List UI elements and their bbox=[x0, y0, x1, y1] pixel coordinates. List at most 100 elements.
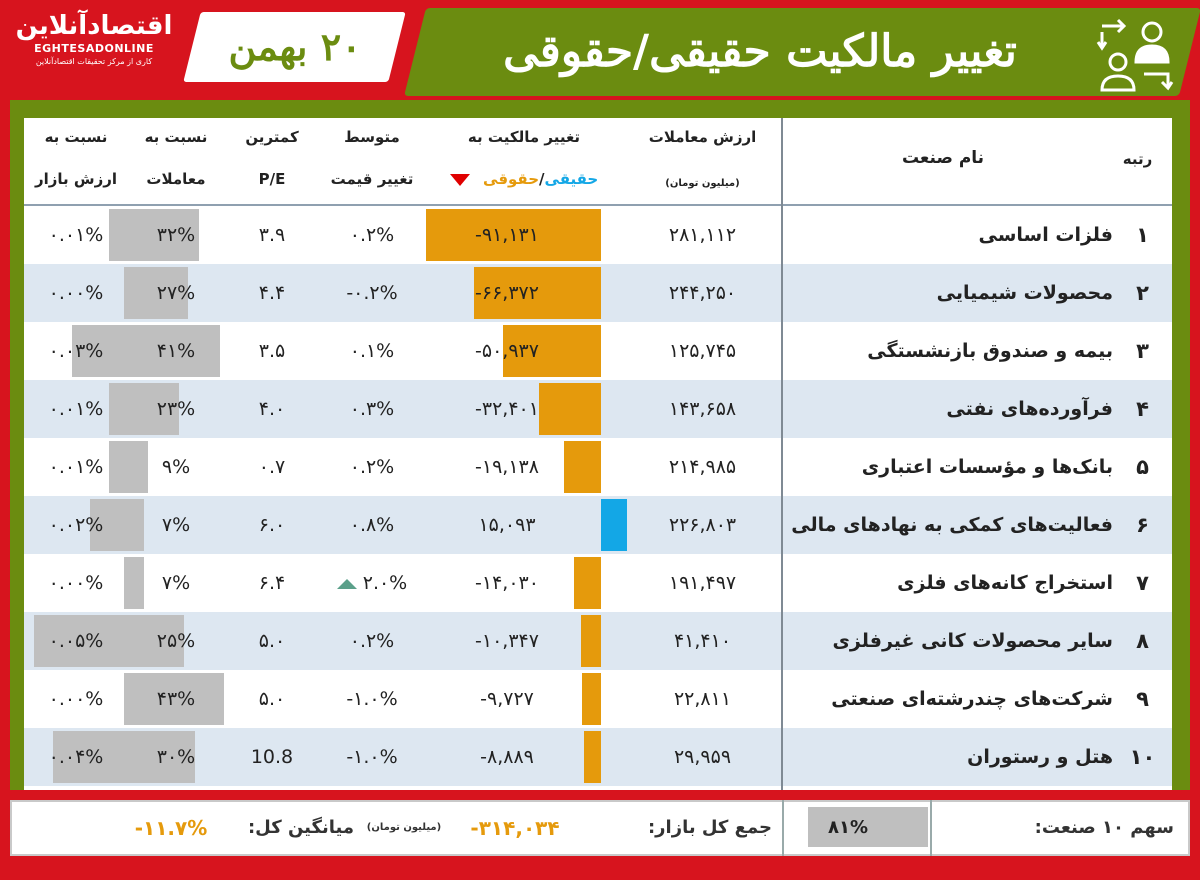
industry-name-cell-text: فعالیت‌های کمکی به نهادهای مالی bbox=[791, 514, 1113, 536]
trade-value-cell: ۲۸۱,۱۱۲ bbox=[624, 206, 781, 264]
trade-ratio-cell-text: ۴۳% bbox=[156, 688, 196, 710]
industry-name-cell-text: بانک‌ها و مؤسسات اعتباری bbox=[861, 456, 1113, 478]
pe-cell: ۶.۴ bbox=[224, 554, 320, 612]
table-row: ۰.۰۳% ۴۱% ۳.۵ ۰.۱% -۵۰,۹۳۷ ۱۲۵,۷۴۵ بیمه و صندو… bbox=[24, 322, 1172, 380]
avg-change-cell-text: -۱.۰% bbox=[346, 688, 398, 710]
logo-tagline: کاری از مرکز تحقیقات اقتصادآنلاین bbox=[35, 57, 153, 66]
pe-cell: ۳.۵ bbox=[224, 322, 320, 380]
table-row: ۰.۰۰% ۴۳% ۵.۰ -۱.۰% -۹,۷۲۷ ۲۲,۸۱۱ شرکت‌های چند… bbox=[24, 670, 1172, 728]
ownership-change-cell-text: ۱۵,۰۹۳ bbox=[478, 514, 536, 536]
header-ownership-change-line1: تغییر مالکیت به bbox=[467, 128, 581, 146]
total-unit: (میلیون تومان) bbox=[366, 822, 442, 833]
total-label: جمع کل بازار: bbox=[647, 817, 772, 838]
avg-change-cell-text: ۰.۲% bbox=[349, 456, 395, 478]
table-row: ۰.۰۲% ۷% ۶.۰ ۰.۸% ۱۵,۰۹۳ ۲۲۶,۸۰۳ فعالیت‌های کم… bbox=[24, 496, 1172, 554]
rank-cell: ۴ bbox=[1113, 380, 1172, 438]
header-industry-name-line: نام صنعت bbox=[901, 148, 985, 168]
ownership-change-bar bbox=[574, 557, 601, 609]
rank-cell: ۱ bbox=[1113, 206, 1172, 264]
trade-value-cell: ۲۴۴,۲۵۰ bbox=[624, 264, 781, 322]
rank-cell-text: ۵ bbox=[1136, 455, 1149, 479]
trade-ratio-cell: ۳۲% bbox=[128, 206, 224, 264]
market-ratio-cell-text: ۰.۰۲% bbox=[48, 514, 104, 536]
ownership-change-cell-text: -۹,۷۲۷ bbox=[480, 688, 534, 710]
trade-ratio-cell: ۷% bbox=[128, 496, 224, 554]
market-ratio-cell-text: ۰.۰۱% bbox=[48, 456, 104, 478]
trade-ratio-cell-text: ۳۰% bbox=[156, 746, 196, 768]
market-ratio-bar bbox=[109, 383, 128, 435]
trade-ratio-bar bbox=[128, 673, 224, 725]
pe-cell: ۴.۰ bbox=[224, 380, 320, 438]
market-ratio-cell: ۰.۰۲% bbox=[24, 496, 128, 554]
table-row: ۰.۰۰% ۷% ۶.۴ ۲.۰% -۱۴,۰۳۰ ۱۹۱,۴۹۷ استخراج کانه… bbox=[24, 554, 1172, 612]
avg-change-cell-text: -۰.۲% bbox=[346, 282, 398, 304]
avg-label: میانگین کل: bbox=[247, 817, 354, 838]
pe-cell: 10.8 bbox=[224, 728, 320, 786]
trade-ratio-bar bbox=[128, 557, 144, 609]
industry-name-cell-text: استخراج کانه‌های فلزی bbox=[897, 572, 1113, 594]
avg-change-cell: ۰.۲% bbox=[320, 438, 424, 496]
down-triangle-icon bbox=[449, 173, 470, 186]
pe-cell-text: ۶.۴ bbox=[258, 572, 286, 594]
ownership-change-cell: -۵۰,۹۳۷ bbox=[424, 322, 590, 380]
ownership-change-cell: -۶۶,۳۷۲ bbox=[424, 264, 590, 322]
ownership-change-bar bbox=[474, 267, 601, 319]
market-ratio-bar bbox=[34, 615, 128, 667]
trade-ratio-cell: ۴۳% bbox=[128, 670, 224, 728]
trade-value-cell: ۱۹۱,۴۹۷ bbox=[624, 554, 781, 612]
trade-value-cell: ۱۲۵,۷۴۵ bbox=[624, 322, 781, 380]
header-industry-name: نام صنعت bbox=[783, 118, 1103, 204]
table-row: ۰.۰۱% ۹% ۰.۷ ۰.۲% -۱۹,۱۳۸ ۲۱۴,۹۸۵ بانک‌ها و مؤ… bbox=[24, 438, 1172, 496]
header-avg-change-line2: تغییر قیمت bbox=[330, 170, 414, 188]
ownership-change-cell-text: -۳۲,۴۰۱ bbox=[475, 398, 539, 420]
rank-cell-text: ۴ bbox=[1136, 397, 1149, 421]
ownership-change-bar bbox=[584, 731, 601, 783]
market-ratio-bar bbox=[124, 557, 128, 609]
industry-name-cell: محصولات شیمیایی bbox=[788, 264, 1113, 322]
ownership-change-cell: -۹,۷۲۷ bbox=[424, 670, 590, 728]
trade-value-cell-text: ۲۱۴,۹۸۵ bbox=[668, 456, 737, 478]
ownership-change-cell-text: -۶۶,۳۷۲ bbox=[475, 282, 539, 304]
trade-value-cell-text: ۴۱,۴۱۰ bbox=[673, 630, 732, 652]
market-ratio-bar bbox=[72, 325, 128, 377]
trade-ratio-cell-text: ۲۵% bbox=[156, 630, 196, 652]
industry-name-cell-text: محصولات شیمیایی bbox=[936, 282, 1113, 304]
header-trade-ratio-line2: معاملات bbox=[146, 170, 206, 188]
pe-cell-text: ۳.۹ bbox=[258, 224, 286, 246]
rank-cell-text: ۱۰ bbox=[1129, 745, 1156, 769]
trade-ratio-bar bbox=[128, 383, 179, 435]
market-ratio-cell-text: ۰.۰۴% bbox=[48, 746, 104, 768]
header-trade-value-line1: ارزش معاملات bbox=[648, 128, 757, 146]
market-ratio-cell-text: ۰.۰۵% bbox=[48, 630, 104, 652]
rank-cell: ۵ bbox=[1113, 438, 1172, 496]
trade-value-cell-text: ۱۲۵,۷۴۵ bbox=[668, 340, 737, 362]
ownership-change-bar bbox=[601, 499, 627, 551]
market-ratio-bar bbox=[124, 267, 128, 319]
header-trade-value: ارزش معاملات (میلیون تومان) bbox=[624, 118, 781, 204]
trade-value-cell-text: ۲۴۴,۲۵۰ bbox=[668, 282, 737, 304]
avg-change-cell-text: ۰.۳% bbox=[349, 398, 395, 420]
rank-cell: ۲ bbox=[1113, 264, 1172, 322]
market-ratio-bar bbox=[53, 731, 128, 783]
share-value-box bbox=[808, 807, 928, 847]
rank-cell-text: ۸ bbox=[1136, 629, 1149, 653]
header-pe: کمترین P/E bbox=[224, 118, 320, 204]
trade-value-cell: ۴۱,۴۱۰ bbox=[624, 612, 781, 670]
pe-cell: ۶.۰ bbox=[224, 496, 320, 554]
avg-change-cell: ۰.۲% bbox=[320, 206, 424, 264]
industry-name-cell: استخراج کانه‌های فلزی bbox=[788, 554, 1113, 612]
ownership-change-cell-text: -۹۱,۱۳۱ bbox=[475, 224, 539, 246]
header-rank: رتبه bbox=[1103, 118, 1172, 204]
rank-cell: ۷ bbox=[1113, 554, 1172, 612]
header-trade-ratio: نسبت به معاملات bbox=[128, 118, 224, 204]
header-pe-line1: کمترین bbox=[245, 128, 299, 146]
trade-ratio-bar bbox=[128, 209, 199, 261]
industry-name-cell: هتل و رستوران bbox=[788, 728, 1113, 786]
trade-ratio-cell: ۷% bbox=[128, 554, 224, 612]
table-row: ۰.۰۰% ۲۷% ۴.۴ -۰.۲% -۶۶,۳۷۲ ۲۴۴,۲۵۰ محصولات شی… bbox=[24, 264, 1172, 322]
market-ratio-cell-text: ۰.۰۱% bbox=[48, 224, 104, 246]
logo-title: اقتصادآنلاین bbox=[15, 11, 173, 41]
industry-name-cell: شرکت‌های چندرشته‌ای صنعتی bbox=[788, 670, 1113, 728]
avg-change-cell: ۰.۱% bbox=[320, 322, 424, 380]
table-row: ۰.۰۱% ۲۳% ۴.۰ ۰.۳% -۳۲,۴۰۱ ۱۴۳,۶۵۸ فرآورده‌های… bbox=[24, 380, 1172, 438]
